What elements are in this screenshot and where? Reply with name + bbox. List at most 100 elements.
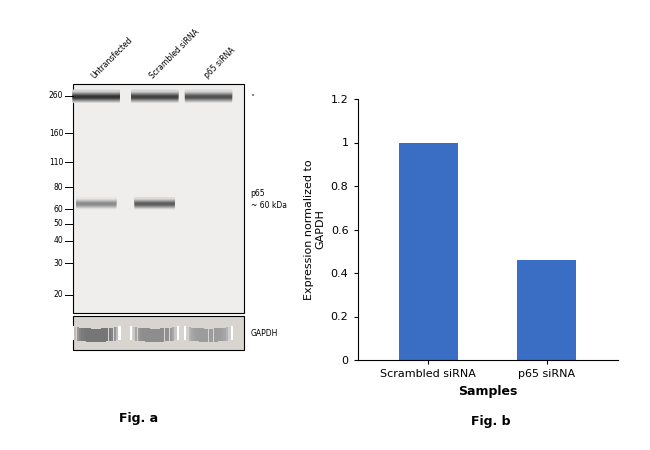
Bar [81,328,84,341]
FancyBboxPatch shape [185,99,232,101]
FancyBboxPatch shape [131,98,178,100]
Bar [211,328,213,342]
Bar [101,328,103,342]
FancyBboxPatch shape [185,101,232,103]
FancyBboxPatch shape [73,94,120,96]
Text: Fig. a: Fig. a [119,412,158,425]
Bar [177,326,179,340]
Text: 30: 30 [54,259,64,268]
FancyBboxPatch shape [131,97,178,99]
FancyBboxPatch shape [76,206,116,208]
Bar [84,328,86,342]
FancyBboxPatch shape [185,94,232,96]
Bar [209,328,211,342]
FancyBboxPatch shape [135,202,175,203]
Bar [199,328,201,342]
Text: 40: 40 [54,236,64,245]
FancyBboxPatch shape [76,204,116,207]
FancyBboxPatch shape [73,90,120,93]
Text: 20: 20 [54,290,64,299]
FancyBboxPatch shape [131,98,178,99]
FancyBboxPatch shape [76,198,116,200]
FancyBboxPatch shape [135,207,175,209]
FancyBboxPatch shape [76,200,116,202]
FancyBboxPatch shape [76,203,116,205]
Bar [116,327,118,340]
FancyBboxPatch shape [135,199,175,201]
FancyBboxPatch shape [131,101,178,103]
Bar [103,328,106,342]
FancyBboxPatch shape [131,91,178,93]
Bar [202,328,203,342]
Text: 110: 110 [49,158,64,167]
FancyBboxPatch shape [135,202,175,204]
FancyBboxPatch shape [73,96,120,98]
Bar [114,327,116,341]
Bar [118,326,121,340]
FancyBboxPatch shape [131,96,178,98]
X-axis label: Samples: Samples [458,385,517,398]
Text: Fig. b: Fig. b [471,414,510,428]
FancyBboxPatch shape [76,205,116,207]
FancyBboxPatch shape [76,203,116,206]
FancyBboxPatch shape [185,94,232,96]
Bar [224,328,226,341]
Bar [231,326,233,340]
FancyBboxPatch shape [135,201,175,203]
Bar [221,328,223,341]
Bar [160,328,162,342]
FancyBboxPatch shape [76,198,116,201]
Bar [130,326,133,340]
Bar [150,328,152,342]
Bar [99,328,101,342]
Text: Scrambled siRNA: Scrambled siRNA [148,27,202,80]
Bar [135,327,137,341]
FancyBboxPatch shape [131,95,178,97]
Bar [399,143,458,360]
FancyBboxPatch shape [76,201,116,203]
Bar [138,328,140,341]
Y-axis label: Expression normalized to
GAPDH: Expression normalized to GAPDH [304,159,325,300]
Bar [170,328,172,341]
Bar [77,327,79,341]
Bar [109,328,111,341]
FancyBboxPatch shape [185,98,232,99]
Bar [140,328,142,341]
Bar [86,328,89,342]
FancyBboxPatch shape [131,94,178,96]
FancyBboxPatch shape [73,90,120,92]
FancyBboxPatch shape [76,197,116,199]
Bar [155,328,157,342]
FancyBboxPatch shape [76,199,116,201]
FancyBboxPatch shape [135,198,175,200]
FancyBboxPatch shape [131,92,178,94]
Bar [203,328,206,342]
FancyBboxPatch shape [135,197,175,199]
Bar [226,327,228,341]
Text: Untransfected: Untransfected [90,36,135,80]
FancyBboxPatch shape [185,91,232,93]
FancyBboxPatch shape [76,202,116,204]
FancyBboxPatch shape [73,97,120,99]
Text: 60: 60 [54,205,64,214]
FancyBboxPatch shape [73,94,120,96]
Bar [184,326,187,340]
FancyBboxPatch shape [131,90,178,93]
FancyBboxPatch shape [135,203,175,206]
Bar [164,328,167,342]
Bar [228,327,231,340]
Bar [218,328,221,342]
Bar [189,327,191,341]
Bar [106,328,109,342]
FancyBboxPatch shape [185,100,232,102]
Bar [174,327,177,340]
Bar [191,328,194,341]
Bar [73,84,244,313]
Bar [92,328,94,342]
Bar [142,328,145,342]
FancyBboxPatch shape [135,206,175,208]
FancyBboxPatch shape [135,203,175,205]
Bar [162,328,164,342]
FancyBboxPatch shape [185,90,232,92]
FancyBboxPatch shape [135,198,175,201]
